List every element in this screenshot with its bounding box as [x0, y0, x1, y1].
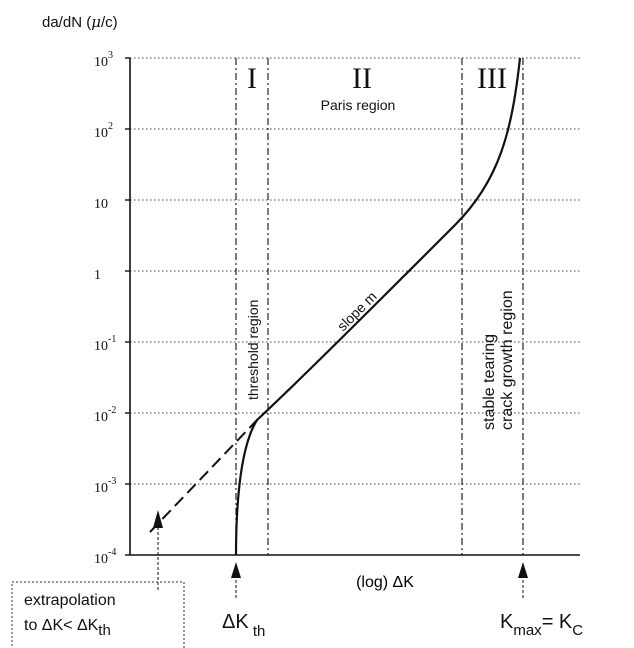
region-numeral-3: III	[477, 62, 507, 95]
kmax-equals-kc-label: Kmax= KC	[500, 611, 583, 639]
region-numeral-1: I	[247, 62, 257, 95]
paris-region-label: Paris region	[321, 97, 396, 113]
extrapolation-note-box	[11, 581, 185, 648]
delta-k-threshold-label: ΔK th	[222, 611, 265, 640]
threshold-region-label: threshold region	[245, 300, 261, 400]
kmax-arrow	[518, 562, 528, 598]
x-axis-label: (log) ΔK	[356, 574, 414, 591]
y-axis-label: da/dN (μ/c)	[42, 13, 118, 31]
y-tick-label-0: 103	[94, 50, 113, 70]
y-tick-label-1: 102	[94, 121, 113, 141]
extrapolation-text-line2: to ΔK< ΔKth	[24, 617, 111, 639]
horizontal-gridlines	[130, 57, 580, 485]
dk-th-arrow	[231, 562, 241, 598]
y-tick-label-3: 1	[94, 268, 101, 283]
stable-tearing-label: stable tearing	[481, 334, 498, 430]
y-tick-label-4: 10-1	[94, 334, 116, 354]
y-tick-label-2: 10	[94, 197, 108, 212]
region-numeral-2: II	[352, 62, 372, 95]
extrapolation-text-line1: extrapolation	[24, 592, 116, 609]
series-solid-curve	[234, 57, 522, 556]
crack-growth-region-label: crack growth region	[499, 290, 516, 430]
extrapolation-arrow	[153, 510, 163, 590]
series-dashed-extrapolation	[149, 419, 258, 533]
y-tick-label-6: 10-3	[94, 476, 116, 496]
y-tick-label-5: 10-2	[94, 405, 116, 425]
slope-m-label: slope m	[334, 288, 380, 334]
y-tick-label-7: 10-4	[94, 547, 116, 567]
